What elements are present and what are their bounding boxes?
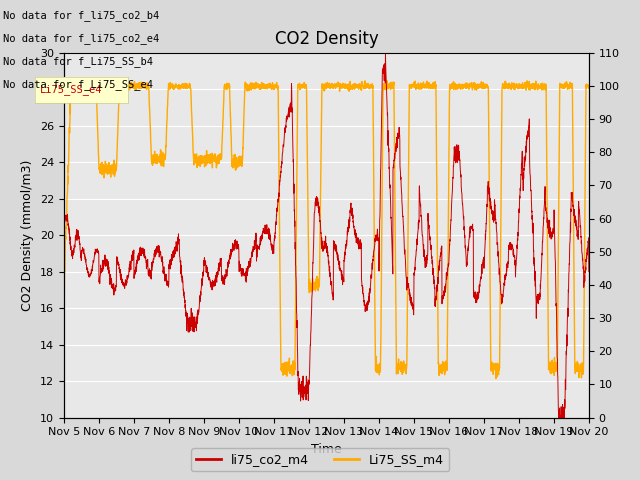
Text: No data for f_Li75_SS_e4: No data for f_Li75_SS_e4 bbox=[3, 79, 153, 90]
Text: No data for f_Li75_SS_b4: No data for f_Li75_SS_b4 bbox=[3, 56, 153, 67]
X-axis label: Time: Time bbox=[311, 443, 342, 456]
Legend: li75_co2_m4, Li75_SS_m4: li75_co2_m4, Li75_SS_m4 bbox=[191, 448, 449, 471]
Text: No data for f_li75_co2_b4: No data for f_li75_co2_b4 bbox=[3, 10, 159, 21]
Y-axis label: LI-7500 SS: LI-7500 SS bbox=[639, 202, 640, 269]
Text: No data for f_li75_co2_e4: No data for f_li75_co2_e4 bbox=[3, 33, 159, 44]
Title: CO2 Density: CO2 Density bbox=[275, 30, 378, 48]
Y-axis label: CO2 Density (mmol/m3): CO2 Density (mmol/m3) bbox=[22, 159, 35, 311]
Text: Li75_SS_e4: Li75_SS_e4 bbox=[40, 84, 102, 96]
